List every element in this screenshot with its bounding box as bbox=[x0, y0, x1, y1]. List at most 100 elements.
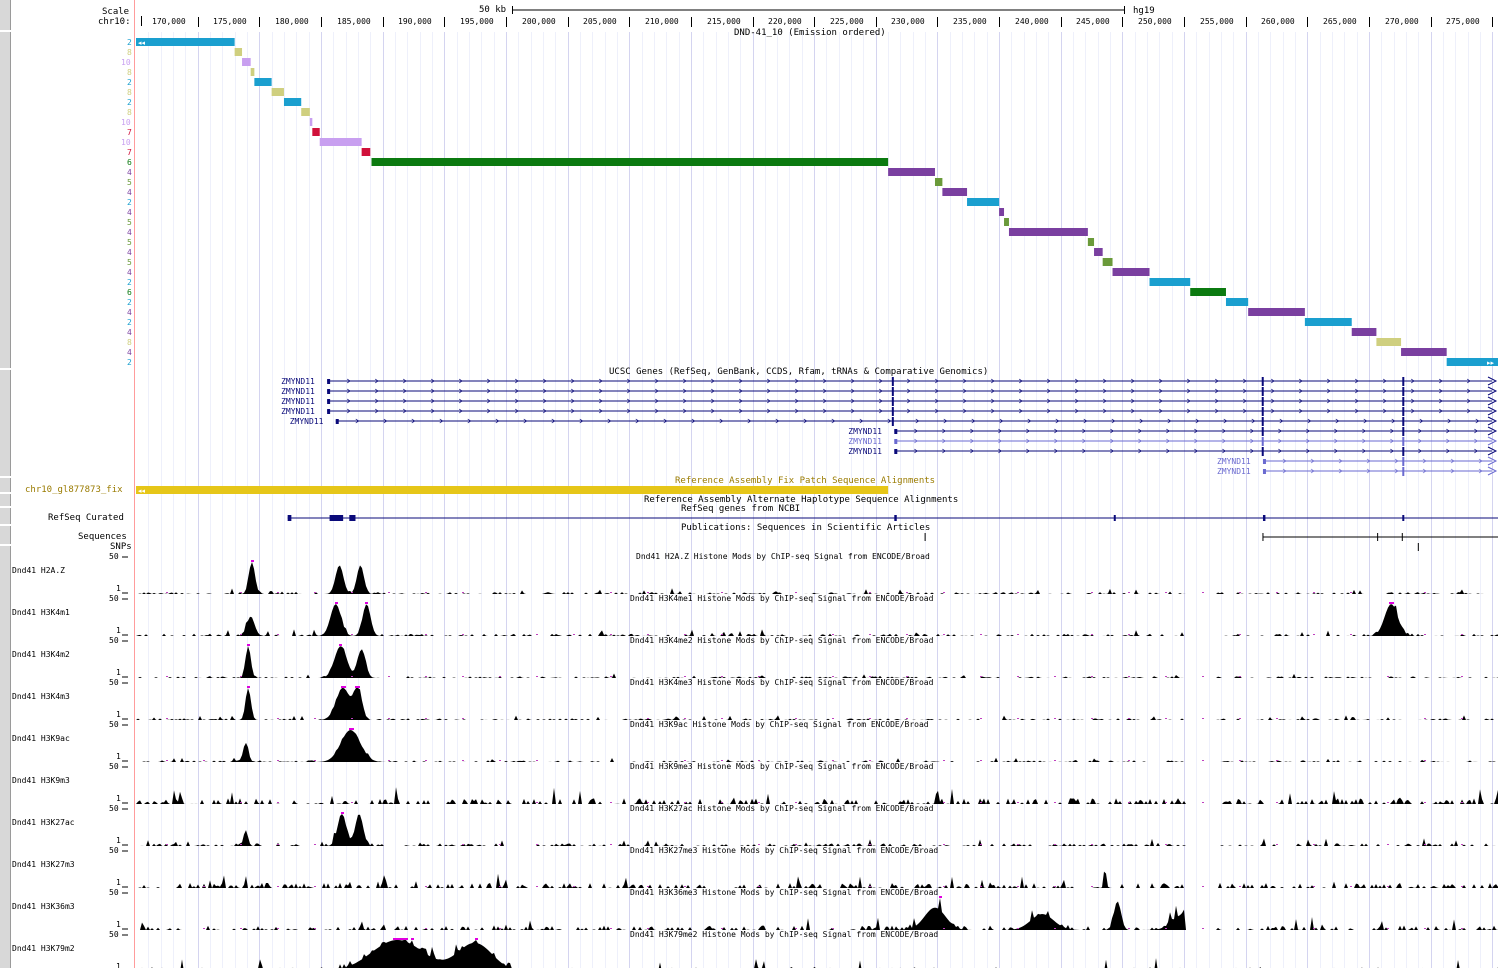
strand-chevron bbox=[346, 408, 351, 414]
strand-chevron bbox=[738, 408, 743, 414]
strand-chevron bbox=[998, 448, 1002, 454]
signal-low-mark bbox=[1387, 802, 1389, 803]
strand-chevron bbox=[570, 378, 575, 384]
ruler-handle[interactable] bbox=[0, 0, 11, 30]
gene-label: ZMYND11 bbox=[281, 387, 315, 396]
strand-chevron bbox=[710, 378, 715, 384]
refseq-title[interactable]: RefSeq genes from NCBI bbox=[681, 504, 801, 514]
strand-chevron bbox=[1138, 448, 1142, 454]
signal-low-mark bbox=[1202, 886, 1204, 887]
signal-low-mark bbox=[647, 718, 649, 719]
signal-track-max: 50 bbox=[109, 594, 119, 603]
strand-chevron bbox=[374, 398, 379, 404]
strand-chevron bbox=[1478, 468, 1483, 474]
fix-patch-handle[interactable] bbox=[0, 478, 11, 492]
strand-chevron bbox=[1466, 398, 1471, 404]
strand-chevron bbox=[1130, 378, 1135, 384]
strand-chevron bbox=[1194, 428, 1198, 434]
gene-exon bbox=[1261, 437, 1264, 446]
signal-low-mark bbox=[240, 928, 242, 929]
strand-chevron bbox=[1382, 378, 1387, 384]
strand-chevron bbox=[1186, 398, 1191, 404]
strand-chevron bbox=[1167, 418, 1172, 424]
chromhmm-title[interactable]: DND-41_10 (Emission ordered) bbox=[734, 28, 886, 38]
strand-chevron bbox=[1270, 378, 1275, 384]
strand-chevron bbox=[654, 398, 659, 404]
signal-low-mark bbox=[758, 760, 760, 761]
signal-low-mark bbox=[1387, 676, 1389, 677]
strand-chevron bbox=[850, 398, 855, 404]
signal-low-mark bbox=[1091, 592, 1093, 593]
state-label: 6 bbox=[127, 288, 132, 297]
signal-low-mark bbox=[536, 634, 538, 635]
signal-low-mark bbox=[1202, 592, 1204, 593]
publications-label[interactable]: Sequences bbox=[78, 532, 127, 542]
strand-chevron bbox=[570, 388, 575, 394]
chromhmm-segment bbox=[1004, 218, 1009, 226]
strand-chevron bbox=[934, 388, 939, 394]
ruler-tick-label: 270,000 bbox=[1385, 17, 1419, 26]
chromhmm-segment bbox=[934, 178, 943, 186]
signal-low-mark bbox=[869, 886, 871, 887]
signal-low-mark bbox=[388, 676, 390, 677]
strand-chevron bbox=[1362, 438, 1366, 444]
ruler-tick-label: 260,000 bbox=[1261, 17, 1295, 26]
signal-track-min: 1 bbox=[116, 626, 121, 635]
signal-low-mark bbox=[1313, 592, 1315, 593]
signal-low-mark bbox=[240, 676, 242, 677]
strand-chevron bbox=[374, 388, 379, 394]
strand-chevron bbox=[1298, 378, 1303, 384]
publications-handle[interactable] bbox=[0, 526, 11, 544]
strand-chevron bbox=[1055, 418, 1060, 424]
strand-chevron bbox=[542, 388, 547, 394]
chromhmm-segment bbox=[1087, 238, 1095, 246]
snps-label[interactable]: SNPs bbox=[110, 542, 132, 552]
ucsc-genes-title[interactable]: UCSC Genes (RefSeq, GenBank, CCDS, Rfam,… bbox=[609, 367, 989, 377]
fix-patch-title[interactable]: Reference Assembly Fix Patch Sequence Al… bbox=[675, 476, 936, 486]
alt-haplotype-handle[interactable] bbox=[0, 494, 11, 506]
state-label: 8 bbox=[127, 48, 132, 57]
strand-chevron bbox=[1214, 398, 1219, 404]
signal-area bbox=[136, 562, 1498, 594]
signal-low-mark bbox=[351, 676, 353, 677]
strand-chevron bbox=[1270, 408, 1275, 414]
strand-chevron bbox=[374, 378, 379, 384]
strand-chevron bbox=[635, 418, 640, 424]
strand-chevron bbox=[1410, 408, 1415, 414]
signal-low-mark bbox=[610, 634, 612, 635]
strand-chevron bbox=[346, 398, 351, 404]
ucsc-genes-handle[interactable] bbox=[0, 370, 11, 476]
strand-chevron bbox=[794, 388, 799, 394]
gene-exon bbox=[1261, 427, 1264, 436]
refseq-label[interactable]: RefSeq Curated bbox=[48, 513, 124, 523]
ruler-tick-label: 205,000 bbox=[583, 17, 617, 26]
gene-exon bbox=[1402, 427, 1405, 436]
strand-chevron bbox=[1279, 418, 1284, 424]
signal-low-mark bbox=[1165, 718, 1167, 719]
publications-title[interactable]: Publications: Sequences in Scientific Ar… bbox=[681, 523, 931, 533]
strand-chevron bbox=[1394, 468, 1399, 474]
chromhmm-segment bbox=[312, 128, 320, 136]
strand-chevron bbox=[1102, 388, 1107, 394]
signal-low-mark bbox=[721, 802, 723, 803]
chromhmm-track-handle[interactable] bbox=[0, 32, 11, 368]
fix-patch-label[interactable]: chr10_gl877873_fix bbox=[25, 485, 123, 495]
strand-arrow bbox=[1487, 466, 1498, 476]
signal-low-mark bbox=[1165, 802, 1167, 803]
signal-low-mark bbox=[277, 592, 279, 593]
signal-low-mark bbox=[1313, 844, 1315, 845]
signal-low-mark bbox=[758, 676, 760, 677]
strand-chevron bbox=[1111, 418, 1116, 424]
chromhmm-segment bbox=[136, 38, 235, 46]
strand-chevron bbox=[1250, 428, 1254, 434]
strand-chevron bbox=[1474, 438, 1478, 444]
signal-low-mark bbox=[980, 844, 982, 845]
alt-haplotype-title[interactable]: Reference Assembly Alternate Haplotype S… bbox=[644, 495, 959, 505]
signal-tracks-handle[interactable] bbox=[0, 546, 11, 968]
strand-chevron bbox=[1046, 378, 1051, 384]
refseq-handle[interactable] bbox=[0, 508, 11, 524]
strand-arrow bbox=[1487, 406, 1498, 416]
signal-low-mark bbox=[1165, 592, 1167, 593]
gene-label: ZMYND11 bbox=[848, 437, 882, 446]
gene-exon bbox=[1402, 437, 1405, 446]
